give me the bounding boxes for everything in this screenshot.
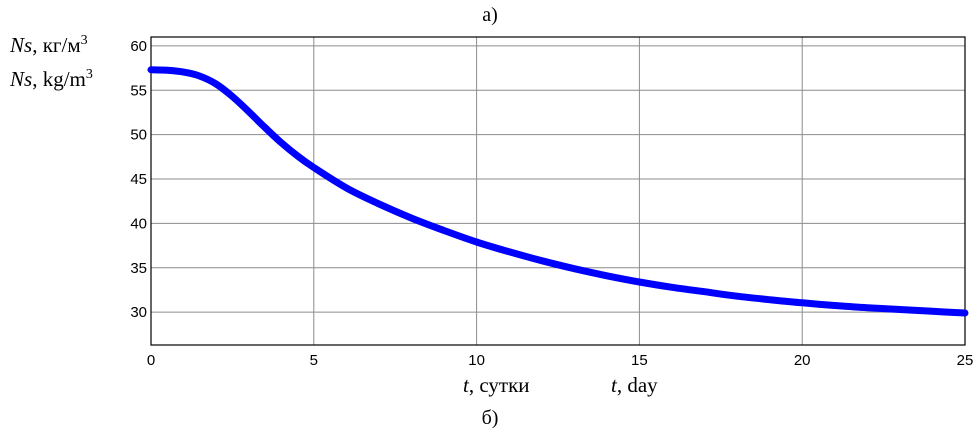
x-tick-label: 5 bbox=[310, 352, 318, 369]
tick-layer: 0 5 10 15 20 25 30 35 40 45 50 55 60 bbox=[130, 38, 973, 369]
grid-layer bbox=[151, 37, 965, 345]
y-tick-label: 45 bbox=[130, 171, 147, 188]
y-tick-label: 40 bbox=[130, 215, 147, 232]
plot-frame bbox=[150, 36, 966, 346]
x-axis-label-ru: t, сутки bbox=[463, 373, 530, 397]
y-axis-label-en: Ns, kg/m3 bbox=[9, 67, 93, 91]
x-tick-label: 0 bbox=[147, 352, 155, 369]
x-tick-label: 10 bbox=[468, 352, 485, 369]
y-tick-label: 55 bbox=[130, 82, 147, 99]
panel-label-b: б) bbox=[481, 407, 499, 429]
series-line-ns bbox=[147, 66, 969, 317]
y-tick-label: 30 bbox=[130, 304, 147, 321]
y-tick-label: 50 bbox=[130, 127, 147, 144]
panel-label-a: а) bbox=[482, 4, 498, 26]
y-tick-label: 60 bbox=[130, 38, 147, 55]
x-tick-label: 20 bbox=[794, 352, 811, 369]
x-tick-label: 25 bbox=[957, 352, 974, 369]
y-tick-label: 35 bbox=[130, 260, 147, 277]
x-tick-label: 15 bbox=[631, 352, 648, 369]
x-axis-label-en: t, day bbox=[611, 373, 658, 397]
y-axis-label-ru: Ns, кг/м3 bbox=[9, 33, 88, 57]
